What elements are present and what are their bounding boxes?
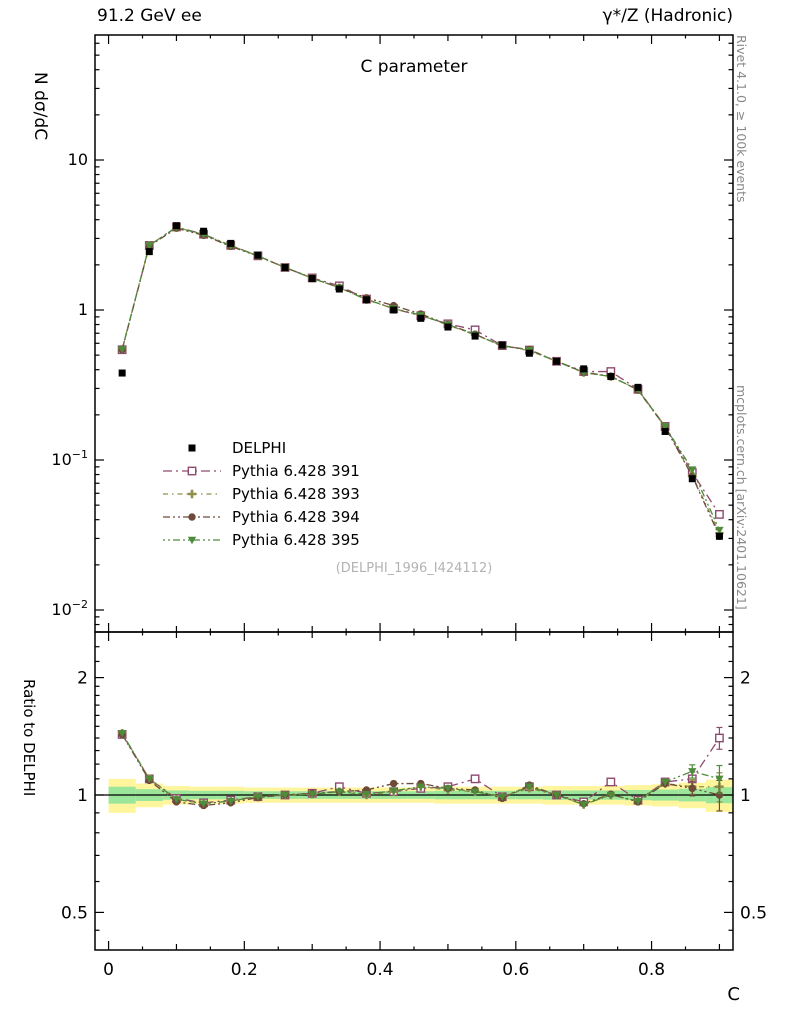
legend-label-pythia-391: Pythia 6.428 391 xyxy=(232,461,360,480)
x-axis-label: C xyxy=(727,984,740,1005)
legend-item-pythia-395: Pythia 6.428 395 xyxy=(160,528,360,551)
mcplots-arxiv-note: mcplots.cern.ch [arXiv:2401.10621] xyxy=(734,385,749,610)
svg-text:0.2: 0.2 xyxy=(231,960,258,980)
legend-item-pythia-393: Pythia 6.428 393 xyxy=(160,482,360,505)
legend-item-pythia-391: Pythia 6.428 391 xyxy=(160,459,360,482)
svg-text:1: 1 xyxy=(78,300,88,319)
svg-text:10−1: 10−1 xyxy=(51,448,88,469)
pythia-395-marker-icon xyxy=(163,536,221,544)
svg-text:10−2: 10−2 xyxy=(51,598,88,619)
rivet-version-note: Rivet 4.1.0, ≥ 100k events xyxy=(734,35,749,203)
legend: DELPHI Pythia 6.428 391 Pythia 6.428 393… xyxy=(160,436,360,551)
pythia-391-marker-icon xyxy=(163,466,221,475)
beam-energy-label: 91.2 GeV ee xyxy=(97,6,202,26)
axes: 0 0.2 0.4 0.6 0.8 10−2 10−1 1 10 0.5 0.5 1 1 2 2 xyxy=(51,34,767,980)
svg-text:0: 0 xyxy=(103,960,114,980)
svg-text:2: 2 xyxy=(77,669,88,689)
y-axis-label-ratio: Ratio to DELPHI xyxy=(20,679,38,797)
legend-label-delphi: DELPHI xyxy=(232,438,287,457)
data-points xyxy=(118,222,723,540)
legend-label-pythia-393: Pythia 6.428 393 xyxy=(232,484,360,503)
legend-label-pythia-395: Pythia 6.428 395 xyxy=(232,530,360,549)
pythia-394-marker-icon xyxy=(163,512,221,521)
legend-label-pythia-394: Pythia 6.428 394 xyxy=(232,507,360,526)
delphi-marker-icon xyxy=(188,444,196,451)
svg-text:10: 10 xyxy=(68,150,88,169)
svg-text:2: 2 xyxy=(740,669,751,689)
analysis-id-watermark: (DELPHI_1996_I424112) xyxy=(335,561,493,576)
legend-item-delphi: DELPHI xyxy=(160,436,360,459)
plot-title: C parameter xyxy=(360,57,468,77)
svg-text:0.8: 0.8 xyxy=(638,960,665,980)
svg-text:0.5: 0.5 xyxy=(61,903,88,923)
svg-text:1: 1 xyxy=(740,786,751,806)
svg-text:0.6: 0.6 xyxy=(502,960,529,980)
legend-item-pythia-394: Pythia 6.428 394 xyxy=(160,505,360,528)
process-label: γ*/Z (Hadronic) xyxy=(602,6,733,26)
y-axis-label-main: N dσ/dC xyxy=(30,72,50,141)
svg-text:1: 1 xyxy=(77,786,88,806)
pythia-393-marker-icon xyxy=(163,489,221,498)
svg-text:0.4: 0.4 xyxy=(367,960,394,980)
svg-text:0.5: 0.5 xyxy=(740,903,767,923)
